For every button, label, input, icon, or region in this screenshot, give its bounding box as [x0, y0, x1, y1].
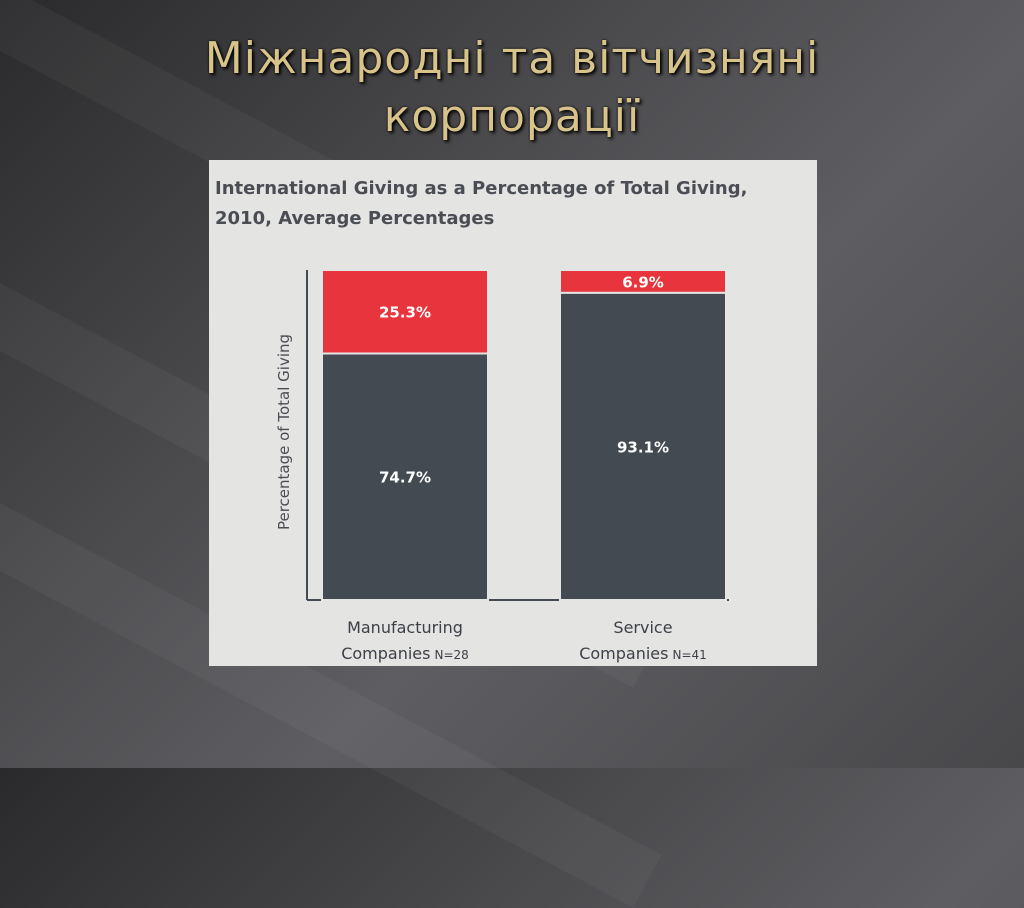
- bar-manufacturing-international: [321, 269, 489, 355]
- x-tick-label-line2: Companies N=41: [579, 644, 707, 663]
- x-tick-service: Service Companies N=41: [579, 618, 707, 663]
- data-label-manufacturing-international: 25.3%: [379, 304, 431, 322]
- data-label-service-international: 6.9%: [622, 273, 664, 291]
- bars-group: 74.7% 25.3% 93.1% 6.9%: [321, 269, 727, 602]
- bar-manufacturing-domestic: [321, 352, 489, 601]
- bar-service-domestic: [559, 291, 727, 602]
- x-tick-label-line1: Manufacturing: [347, 618, 463, 637]
- x-tick-label-companies: Companies: [579, 644, 668, 663]
- bar-service-international: [559, 269, 727, 294]
- chart-title: International Giving as a Percentage of …: [215, 178, 748, 229]
- x-tick-label-line1: Service: [613, 618, 672, 637]
- data-label-service-domestic: 93.1%: [617, 438, 669, 456]
- x-tick-manufacturing: Manufacturing Companies N=28: [341, 618, 469, 663]
- stacked-bar-chart: Percentage of Total Giving 74.7% 25.3% 93.…: [275, 269, 729, 663]
- slide-title: Міжнародні та вітчизняні корпорації: [204, 33, 820, 142]
- x-tick-label-n: N=41: [672, 648, 706, 662]
- x-tick-label-companies: Companies: [341, 644, 430, 663]
- chart-panel: International Giving as a Percentage of …: [209, 160, 817, 666]
- y-axis-label: Percentage of Total Giving: [275, 334, 293, 530]
- data-label-manufacturing-domestic: 74.7%: [379, 469, 431, 487]
- x-tick-label-n: N=28: [434, 648, 468, 662]
- x-tick-label-line2: Companies N=28: [341, 644, 469, 663]
